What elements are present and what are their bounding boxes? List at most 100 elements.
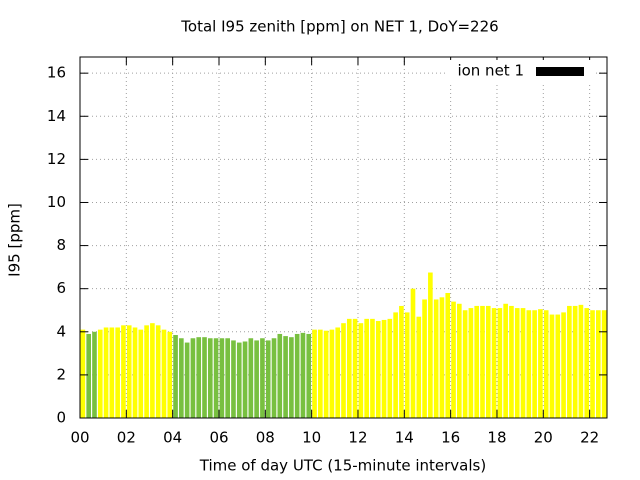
x-axis-label: Time of day UTC (15-minute intervals) — [199, 457, 486, 475]
bar — [375, 321, 381, 418]
x-tick-label: 14 — [395, 429, 414, 447]
bar — [236, 342, 242, 418]
bar — [126, 325, 132, 418]
bar — [381, 319, 387, 418]
y-tick-label: 6 — [56, 279, 66, 297]
bar — [404, 312, 410, 418]
plot-border — [79, 56, 608, 419]
bar — [248, 338, 254, 418]
x-tick-label: 08 — [256, 429, 275, 447]
bar — [462, 310, 468, 418]
bar — [485, 305, 491, 418]
bar — [491, 308, 497, 418]
bar — [207, 338, 213, 418]
bar — [503, 303, 508, 418]
bar — [595, 310, 601, 418]
bar — [549, 314, 555, 418]
bar — [352, 318, 358, 418]
x-tick-label: 02 — [117, 429, 136, 447]
bar — [80, 329, 86, 418]
bar — [86, 333, 92, 418]
bar — [173, 335, 178, 418]
bar — [277, 333, 283, 418]
bar — [260, 338, 265, 418]
bar — [196, 337, 202, 418]
bar — [370, 318, 375, 418]
x-tick-label: 10 — [302, 429, 321, 447]
bar — [410, 288, 416, 418]
x-tick-label: 00 — [70, 429, 89, 447]
y-tick-label: 0 — [56, 409, 66, 427]
x-tick-label: 04 — [163, 429, 182, 447]
bar — [242, 341, 248, 418]
bar — [457, 303, 462, 418]
bar — [312, 329, 317, 418]
bar — [561, 312, 566, 418]
bar — [358, 323, 364, 418]
bar — [514, 308, 520, 418]
bar — [92, 331, 97, 418]
bar — [97, 329, 103, 418]
bar — [422, 299, 427, 418]
bar — [532, 310, 537, 418]
bar — [497, 308, 503, 418]
bar — [265, 340, 271, 418]
bar — [155, 325, 161, 418]
y-tick-label: 12 — [47, 150, 66, 168]
bar — [445, 292, 451, 418]
bar — [161, 329, 167, 418]
y-tick-label: 16 — [47, 64, 66, 82]
bar — [179, 338, 184, 418]
bar — [202, 337, 207, 418]
bar — [329, 329, 335, 418]
bar — [468, 308, 474, 418]
bar — [283, 336, 288, 418]
bar — [213, 338, 219, 418]
bar — [184, 342, 190, 418]
y-tick-label: 8 — [56, 236, 66, 254]
y-tick-label: 2 — [56, 365, 66, 383]
bar — [341, 323, 346, 418]
bar — [555, 314, 561, 418]
bar — [323, 330, 329, 418]
x-tick-label: 16 — [441, 429, 460, 447]
bar — [526, 310, 532, 418]
bar — [225, 338, 230, 418]
y-tick-label: 10 — [47, 193, 66, 211]
x-tick-label: 18 — [487, 429, 506, 447]
bar — [115, 327, 120, 418]
legend-box — [445, 60, 595, 82]
bar — [601, 310, 607, 418]
bar — [219, 338, 225, 418]
bar — [271, 338, 277, 418]
bar — [231, 340, 236, 418]
legend-label: ion net 1 — [457, 62, 524, 80]
bar — [590, 310, 595, 418]
bar — [289, 337, 294, 418]
bar — [567, 305, 572, 418]
bar — [335, 327, 341, 418]
x-tick-label: 20 — [534, 429, 553, 447]
bar — [318, 329, 323, 418]
bar — [150, 323, 155, 418]
bar — [254, 340, 259, 418]
bar — [509, 305, 514, 418]
bar — [416, 316, 422, 418]
bar — [346, 318, 352, 418]
bar — [428, 272, 433, 418]
legend-swatch — [536, 67, 584, 76]
bar — [572, 305, 578, 418]
bar — [433, 299, 439, 418]
x-tick-label: 06 — [209, 429, 228, 447]
bar — [480, 305, 485, 418]
bar — [538, 309, 543, 418]
bar — [132, 327, 138, 418]
bar — [109, 327, 115, 418]
bar — [393, 312, 398, 418]
y-axis-label: I95 [ppm] — [6, 203, 24, 277]
x-tick-label: 22 — [580, 429, 599, 447]
bar — [387, 318, 393, 418]
bar — [439, 297, 445, 418]
x-tick-label: 12 — [348, 429, 367, 447]
bar — [364, 318, 369, 418]
